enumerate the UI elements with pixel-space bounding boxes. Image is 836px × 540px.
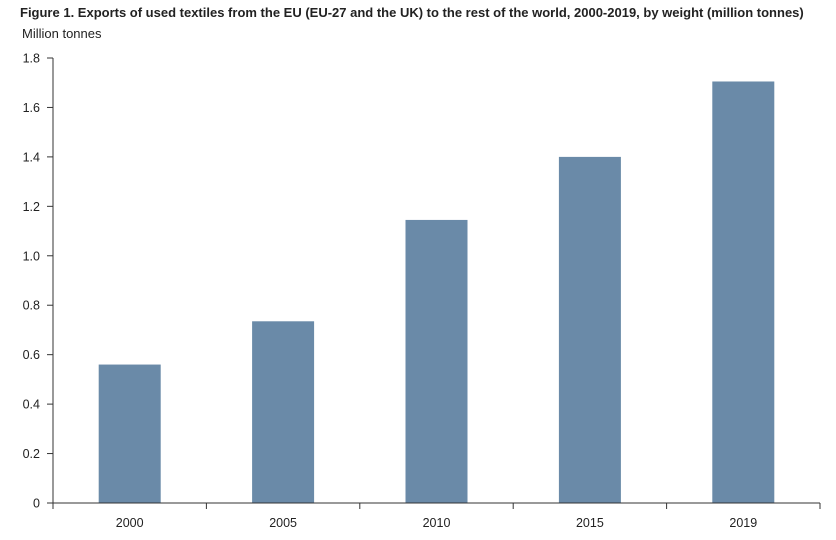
y-tick-label: 0.8 [23,299,40,313]
x-tick-label: 2010 [423,516,451,530]
y-tick-label: 1.4 [23,150,40,164]
y-axis-unit-label: Million tonnes [22,26,102,41]
y-tick-label: 0.2 [23,447,40,461]
y-tick-label: 1.6 [23,101,40,115]
x-tick-label: 2005 [269,516,297,530]
y-tick-label: 0.4 [23,398,40,412]
y-tick-label: 1.8 [23,52,40,66]
bar-2019 [712,81,775,503]
y-tick-label: 0.6 [23,348,40,362]
chart-title: Figure 1. Exports of used textiles from … [20,5,804,20]
bar-2000 [98,364,161,503]
y-tick-label: 0 [33,497,40,511]
y-tick-label: 1.0 [23,249,40,263]
axes-group: 0 0.2 0.4 0.6 0.8 1.0 1.2 1.4 1.6 1.8 2000 2005 2010… [23,52,821,530]
y-tick-label: 1.2 [23,200,40,214]
bar-2005 [252,321,315,503]
x-tick-label: 2015 [576,516,604,530]
bar-2015 [558,156,621,503]
bar-2010 [405,219,468,504]
x-tick-label: 2000 [116,516,144,530]
bars-group [98,81,775,504]
x-tick-label: 2019 [729,516,757,530]
